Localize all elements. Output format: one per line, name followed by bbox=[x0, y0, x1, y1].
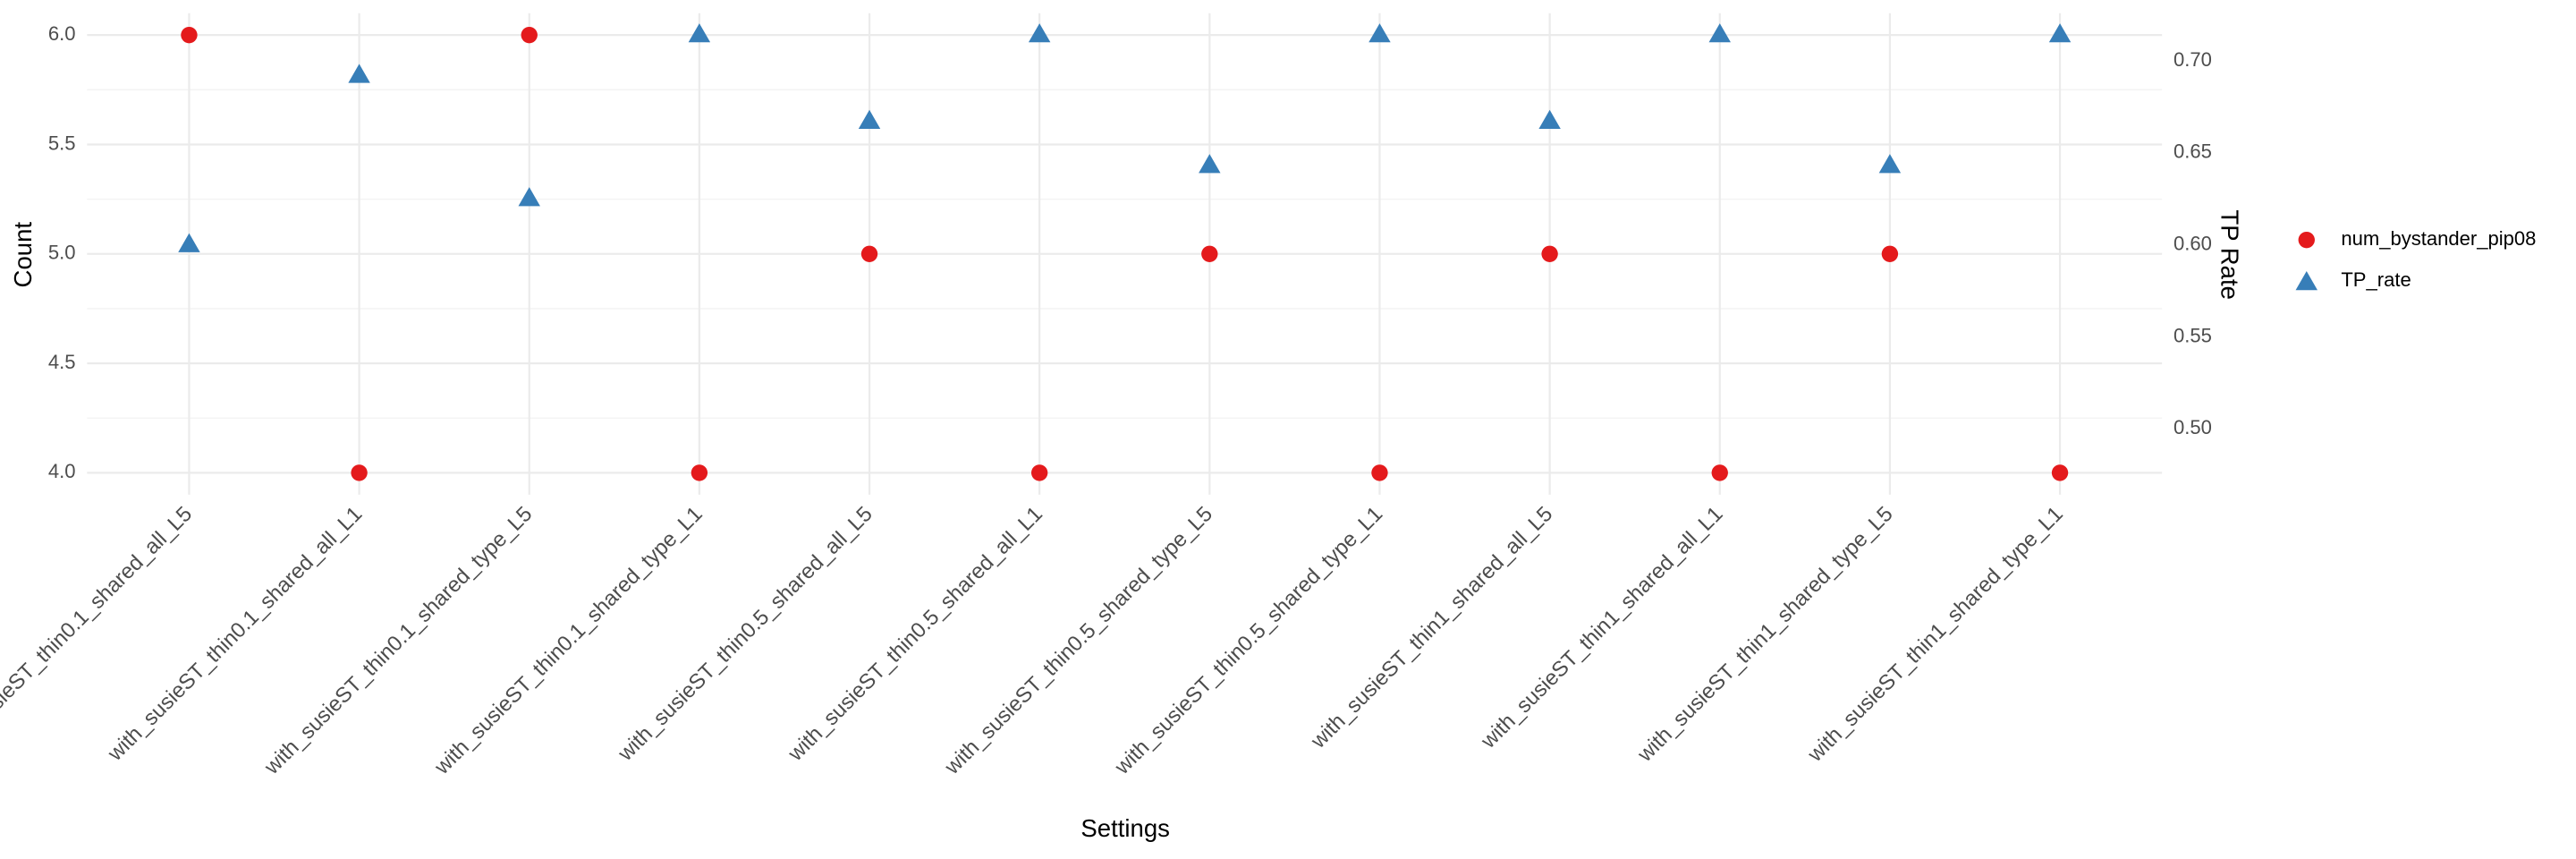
legend-label: num_bystander_pip08 bbox=[2341, 227, 2536, 250]
x-axis-title: Settings bbox=[1080, 814, 1170, 842]
x-tick-label: with_susieST_thin0.5_shared_type_L5 bbox=[939, 502, 1217, 780]
point bbox=[1028, 23, 1051, 43]
point bbox=[351, 464, 368, 481]
point bbox=[1538, 109, 1561, 129]
point bbox=[860, 245, 878, 262]
point bbox=[858, 109, 881, 129]
point bbox=[1541, 245, 1558, 262]
point bbox=[1711, 464, 1728, 481]
point bbox=[181, 26, 198, 44]
point bbox=[1371, 464, 1388, 481]
y2-axis-title: TP Rate bbox=[2216, 209, 2243, 300]
x-tick-label: with_susieST_thin0.5_shared_type_L1 bbox=[1110, 502, 1388, 780]
legend-marker bbox=[2295, 271, 2318, 291]
y2-tick-label: 0.70 bbox=[2174, 48, 2212, 71]
point bbox=[1881, 245, 1899, 262]
y2-tick-label: 0.55 bbox=[2174, 324, 2212, 346]
point bbox=[1201, 245, 1218, 262]
y-tick-label: 4.5 bbox=[48, 351, 76, 373]
y-tick-label: 4.0 bbox=[48, 460, 76, 482]
point bbox=[2048, 23, 2072, 43]
y-tick-label: 6.0 bbox=[48, 22, 76, 45]
y2-tick-label: 0.50 bbox=[2174, 416, 2212, 438]
point bbox=[178, 233, 200, 252]
point bbox=[518, 187, 540, 207]
x-tick-label: with_susieST_thin0.1_shared_type_L5 bbox=[259, 502, 538, 780]
legend-label: TP_rate bbox=[2341, 268, 2411, 291]
point bbox=[1708, 23, 1731, 43]
point bbox=[2051, 464, 2069, 481]
y2-tick-label: 0.60 bbox=[2174, 233, 2212, 255]
point bbox=[688, 23, 711, 43]
point bbox=[1030, 464, 1048, 481]
y-tick-label: 5.5 bbox=[48, 132, 76, 154]
point bbox=[691, 464, 708, 481]
point bbox=[1368, 23, 1391, 43]
point bbox=[348, 64, 370, 83]
x-tick-label: with_susieST_thin0.1_shared_all_L5 bbox=[0, 502, 197, 767]
x-tick-label: with_susieST_thin0.1_shared_type_L1 bbox=[429, 502, 708, 780]
y2-tick-label: 0.65 bbox=[2174, 140, 2212, 163]
point bbox=[521, 26, 538, 44]
point bbox=[1199, 154, 1221, 174]
y-axis-title: Count bbox=[9, 222, 37, 288]
grid bbox=[87, 13, 2163, 495]
point bbox=[1878, 154, 1902, 174]
y-tick-label: 5.0 bbox=[48, 242, 76, 264]
legend-marker bbox=[2298, 231, 2315, 249]
